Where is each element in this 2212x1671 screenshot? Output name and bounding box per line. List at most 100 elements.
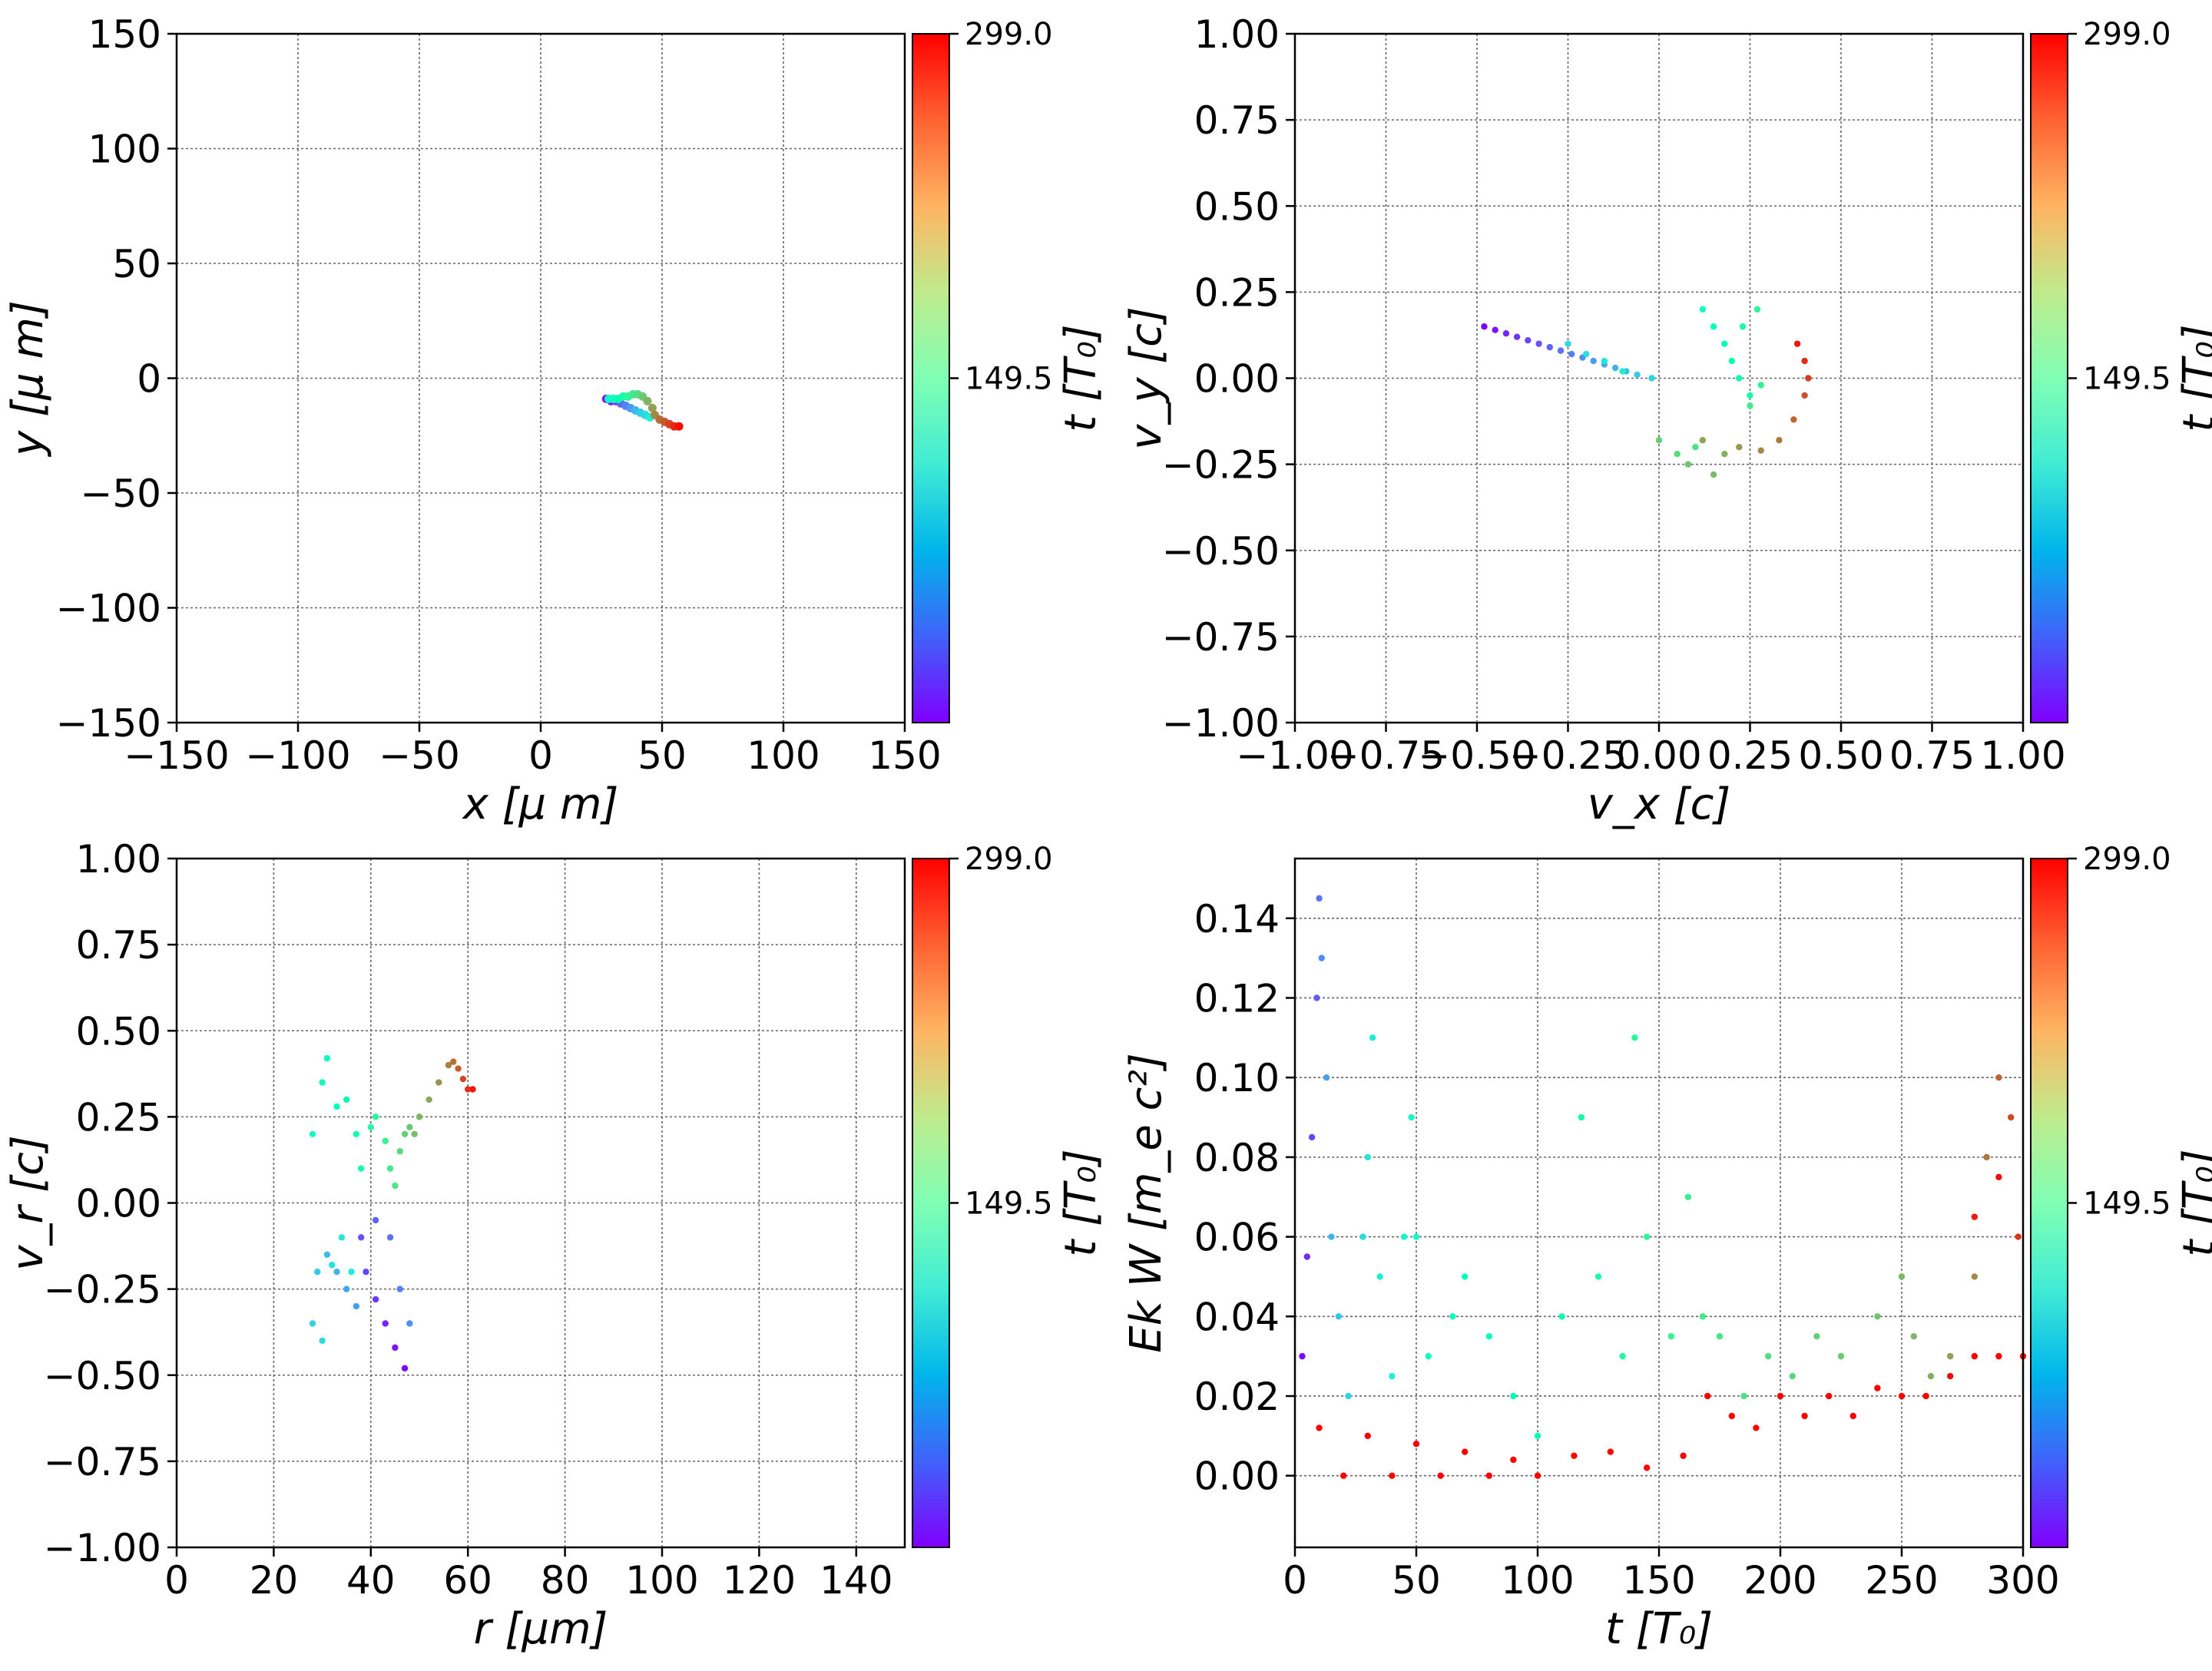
data-point [1801,357,1808,365]
y-tick-label: 0.75 [1194,98,1280,143]
data-point [309,1130,316,1138]
y-tick-label: 150 [88,12,161,57]
colorbar-tick-label-max: 299.0 [2083,17,2171,52]
data-point [647,403,657,412]
data-point [1303,1253,1311,1260]
colorbar-gradient [912,858,950,1548]
data-point [1805,375,1812,382]
data-point [1401,1233,1408,1240]
colorbar-gradient [2030,858,2068,1548]
x-tick-label: 200 [1743,1558,1816,1603]
y-tick-label: 0.10 [1194,1056,1280,1100]
y-tick-label: 0.12 [1194,976,1280,1021]
data-point [1408,1113,1415,1121]
data-point [1849,1412,1856,1420]
data-point [1927,1372,1935,1380]
data-point [1565,340,1571,347]
x-tick-label: 0.00 [1616,733,1701,778]
y-tick-label: −0.25 [1162,443,1280,488]
data-point [1534,1472,1541,1479]
x-tick-label: 40 [346,1558,396,1603]
x-tick-label: −0.75 [1327,733,1445,778]
y-tick-label: 50 [112,242,161,286]
data-point [333,1103,340,1110]
data-point [1590,357,1597,365]
data-point [1359,1233,1366,1240]
data-point [469,1086,476,1093]
data-point [416,1113,423,1120]
x-tick-label: −50 [379,733,460,778]
data-point [1335,1313,1343,1320]
colorbar-label: t [T₀] [1056,1149,1106,1256]
data-point [435,1079,442,1086]
data-point [1874,1313,1881,1320]
data-point [1747,402,1753,409]
data-point [1502,329,1510,337]
colorbar-tick-label-max: 299.0 [965,17,1053,52]
data-point [1739,323,1747,330]
data-point [1995,1074,2002,1081]
data-point [396,1286,403,1292]
x-axis-label: x [μ m] [462,779,619,829]
data-point [323,1251,331,1258]
x-tick-label: 100 [1501,1558,1574,1603]
x-tick-label: −150 [124,733,229,778]
y-tick-label: 0.25 [1194,270,1280,315]
colorbar-tick-label-mid: 149.5 [965,1186,1053,1222]
colorbar-tick-label-mid: 149.5 [2083,1186,2171,1222]
data-point [1316,1424,1323,1431]
data-point [1481,323,1488,330]
x-tick-label: −1.00 [1236,733,1353,778]
colorbar-tick-label-mid: 149.5 [965,362,1053,397]
data-point [386,1165,394,1172]
y-tick-label: 0.50 [76,1009,161,1054]
data-point [1793,340,1801,347]
data-point [1680,1452,1687,1459]
data-point [1753,306,1761,313]
x-axis-label: t [T₀] [1605,1604,1713,1654]
data-point [1611,364,1619,372]
y-tick-label: 0.00 [1194,1454,1280,1499]
data-point [392,1344,399,1352]
y-tick-label: 1.00 [76,837,161,882]
data-point [333,1269,340,1276]
x-tick-label: 100 [747,733,820,778]
data-point [1308,1133,1316,1141]
x-tick-label: 100 [625,1558,698,1603]
data-point [1789,1372,1796,1380]
data-point [1328,1233,1335,1240]
data-point [1801,392,1808,399]
data-point [1619,368,1626,375]
data-point [1736,375,1743,382]
y-tick-label: −150 [56,701,161,746]
data-point [1716,1332,1724,1340]
data-point [1323,1074,1330,1081]
data-point [1364,1153,1372,1161]
data-point [319,1337,326,1345]
data-point [1667,1332,1674,1340]
data-point [1485,1472,1493,1479]
x-tick-label: 60 [443,1558,492,1603]
data-point [372,1113,379,1120]
y-axis-label: v_r [c] [3,1135,53,1270]
data-point [329,1262,336,1269]
x-tick-label: −0.25 [1509,733,1627,778]
data-point [1801,1412,1808,1420]
data-point [1837,1352,1845,1360]
data-point [382,1137,389,1144]
data-point [401,1130,409,1138]
data-point [1571,1452,1578,1459]
r-vr-scatter-panel: 0 20 40 60 80 100 120 140 −1.00 −0.75 −0.50 −0.25 0.… [3,837,1106,1654]
data-point [1313,994,1320,1001]
y-tick-label: −0.75 [44,1440,161,1484]
x-tick-label: 150 [868,733,941,778]
data-point [1578,1113,1585,1121]
data-point [1699,306,1707,313]
y-tick-label: −50 [80,472,161,516]
x-tick-label: −0.50 [1418,733,1535,778]
data-point [1558,1313,1565,1320]
data-point [1765,1352,1772,1360]
data-point [338,1234,346,1241]
data-point [1369,1034,1376,1041]
x-tick-label: 0 [164,1558,189,1603]
